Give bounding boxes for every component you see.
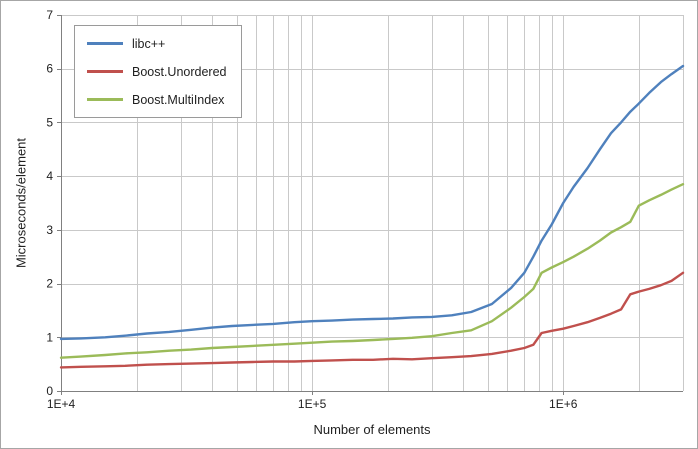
axes — [57, 15, 683, 395]
y-tick-label: 7 — [46, 8, 53, 22]
legend-line-sample — [87, 98, 123, 101]
y-tick-label: 6 — [46, 62, 53, 76]
legend: libc++ Boost.Unordered Boost.MultiIndex — [74, 25, 242, 118]
y-tick-label: 5 — [46, 115, 53, 129]
tick-labels: 1E+4 1E+5 1E+6 0 1 2 3 4 5 6 7 — [46, 8, 577, 411]
series-line-libc — [59, 64, 685, 341]
y-tick-label: 0 — [46, 384, 53, 398]
y-axis-title: Microseconds/element — [13, 137, 29, 269]
x-axis-title: Number of elements — [313, 422, 431, 437]
legend-line-sample — [87, 42, 123, 45]
x-tick-label: 1E+6 — [549, 397, 578, 411]
y-tick-label: 2 — [46, 277, 53, 291]
legend-line-sample — [87, 70, 123, 73]
y-tick-label: 3 — [46, 223, 53, 237]
series-line-boost-unordered — [59, 271, 685, 369]
legend-item: libc++ — [87, 34, 229, 53]
legend-label: Boost.Unordered — [132, 64, 227, 79]
series-line-boost-multiindex — [59, 182, 685, 359]
x-tick-label: 1E+4 — [47, 397, 76, 411]
legend-label: libc++ — [132, 36, 166, 51]
y-tick-label: 4 — [46, 169, 53, 183]
legend-label: Boost.MultiIndex — [132, 92, 225, 107]
y-tick-label: 1 — [46, 330, 53, 344]
legend-item: Boost.Unordered — [87, 62, 229, 81]
legend-item: Boost.MultiIndex — [87, 90, 229, 109]
x-tick-label: 1E+5 — [298, 397, 327, 411]
